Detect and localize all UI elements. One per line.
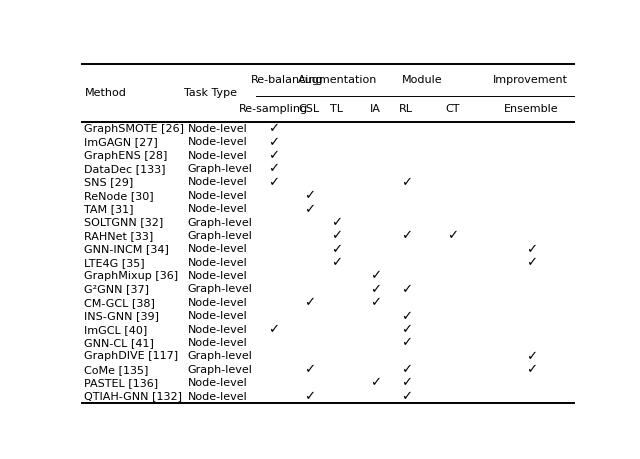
Text: GraphMixup [36]: GraphMixup [36] [84,271,179,281]
Text: ✓: ✓ [370,377,381,390]
Text: ✓: ✓ [268,136,279,149]
Text: CM-GCL [38]: CM-GCL [38] [84,298,156,308]
Text: Graph-level: Graph-level [188,231,253,241]
Text: ✓: ✓ [331,216,342,229]
Text: ✓: ✓ [447,230,458,242]
Text: ✓: ✓ [401,377,412,390]
Text: Node-level: Node-level [188,392,248,402]
Text: ReNode [30]: ReNode [30] [84,191,154,201]
Text: ImGAGN [27]: ImGAGN [27] [84,137,158,147]
Text: CT: CT [445,104,460,114]
Text: Node-level: Node-level [188,178,248,187]
Text: Graph-level: Graph-level [188,285,253,295]
Text: Improvement: Improvement [493,75,568,85]
Text: DataDec [133]: DataDec [133] [84,164,166,174]
Text: ✓: ✓ [401,363,412,376]
Text: ✓: ✓ [401,176,412,189]
Text: Node-level: Node-level [188,257,248,268]
Text: ✓: ✓ [331,256,342,269]
Text: ✓: ✓ [526,256,537,269]
Text: Graph-level: Graph-level [188,365,253,375]
Text: GraphENS [28]: GraphENS [28] [84,151,168,161]
Text: Node-level: Node-level [188,325,248,335]
Text: ✓: ✓ [268,323,279,336]
Text: Augmentation: Augmentation [298,75,378,85]
Text: ✓: ✓ [370,297,381,309]
Text: ✓: ✓ [401,336,412,349]
Text: INS-GNN [39]: INS-GNN [39] [84,311,159,321]
Text: ✓: ✓ [401,310,412,323]
Text: ✓: ✓ [303,189,315,202]
Text: RAHNet [33]: RAHNet [33] [84,231,154,241]
Text: ✓: ✓ [268,123,279,135]
Text: ✓: ✓ [303,363,315,376]
Text: SOLTGNN [32]: SOLTGNN [32] [84,218,164,228]
Text: Node-level: Node-level [188,191,248,201]
Text: Graph-level: Graph-level [188,352,253,361]
Text: ✓: ✓ [303,297,315,309]
Text: TL: TL [330,104,343,114]
Text: Graph-level: Graph-level [188,218,253,228]
Text: Task Type: Task Type [184,88,237,98]
Text: Node-level: Node-level [188,271,248,281]
Text: ✓: ✓ [303,390,315,403]
Text: Node-level: Node-level [188,298,248,308]
Text: G²GNN [37]: G²GNN [37] [84,285,150,295]
Text: CSL: CSL [299,104,320,114]
Text: LTE4G [35]: LTE4G [35] [84,257,145,268]
Text: Node-level: Node-level [188,338,248,348]
Text: Node-level: Node-level [188,151,248,161]
Text: Node-level: Node-level [188,137,248,147]
Text: Graph-level: Graph-level [188,164,253,174]
Text: QTIAH-GNN [132]: QTIAH-GNN [132] [84,392,182,402]
Text: Node-level: Node-level [188,311,248,321]
Text: ✓: ✓ [268,176,279,189]
Text: ✓: ✓ [401,230,412,242]
Text: Node-level: Node-level [188,244,248,254]
Text: Node-level: Node-level [188,124,248,134]
Text: ✓: ✓ [331,243,342,256]
Text: GNN-CL [41]: GNN-CL [41] [84,338,154,348]
Text: ✓: ✓ [401,390,412,403]
Text: ✓: ✓ [268,149,279,162]
Text: Re-sampling: Re-sampling [239,104,308,114]
Text: Node-level: Node-level [188,204,248,214]
Text: ✓: ✓ [526,350,537,363]
Text: GNN-INCM [34]: GNN-INCM [34] [84,244,170,254]
Text: ✓: ✓ [268,162,279,175]
Text: ✓: ✓ [526,243,537,256]
Text: TAM [31]: TAM [31] [84,204,134,214]
Text: Re-balancing: Re-balancing [251,75,323,85]
Text: GraphDIVE [117]: GraphDIVE [117] [84,352,179,361]
Text: ✓: ✓ [370,269,381,283]
Text: ✓: ✓ [331,230,342,242]
Text: ✓: ✓ [526,363,537,376]
Text: ✓: ✓ [303,203,315,216]
Text: Ensemble: Ensemble [504,104,559,114]
Text: PASTEL [136]: PASTEL [136] [84,378,159,388]
Text: IA: IA [370,104,381,114]
Text: ✓: ✓ [401,323,412,336]
Text: ✓: ✓ [370,283,381,296]
Text: ✓: ✓ [401,283,412,296]
Text: GraphSMOTE [26]: GraphSMOTE [26] [84,124,184,134]
Text: Module: Module [402,75,442,85]
Text: SNS [29]: SNS [29] [84,178,134,187]
Text: Method: Method [84,88,126,98]
Text: CoMe [135]: CoMe [135] [84,365,149,375]
Text: ImGCL [40]: ImGCL [40] [84,325,148,335]
Text: Node-level: Node-level [188,378,248,388]
Text: RL: RL [399,104,413,114]
